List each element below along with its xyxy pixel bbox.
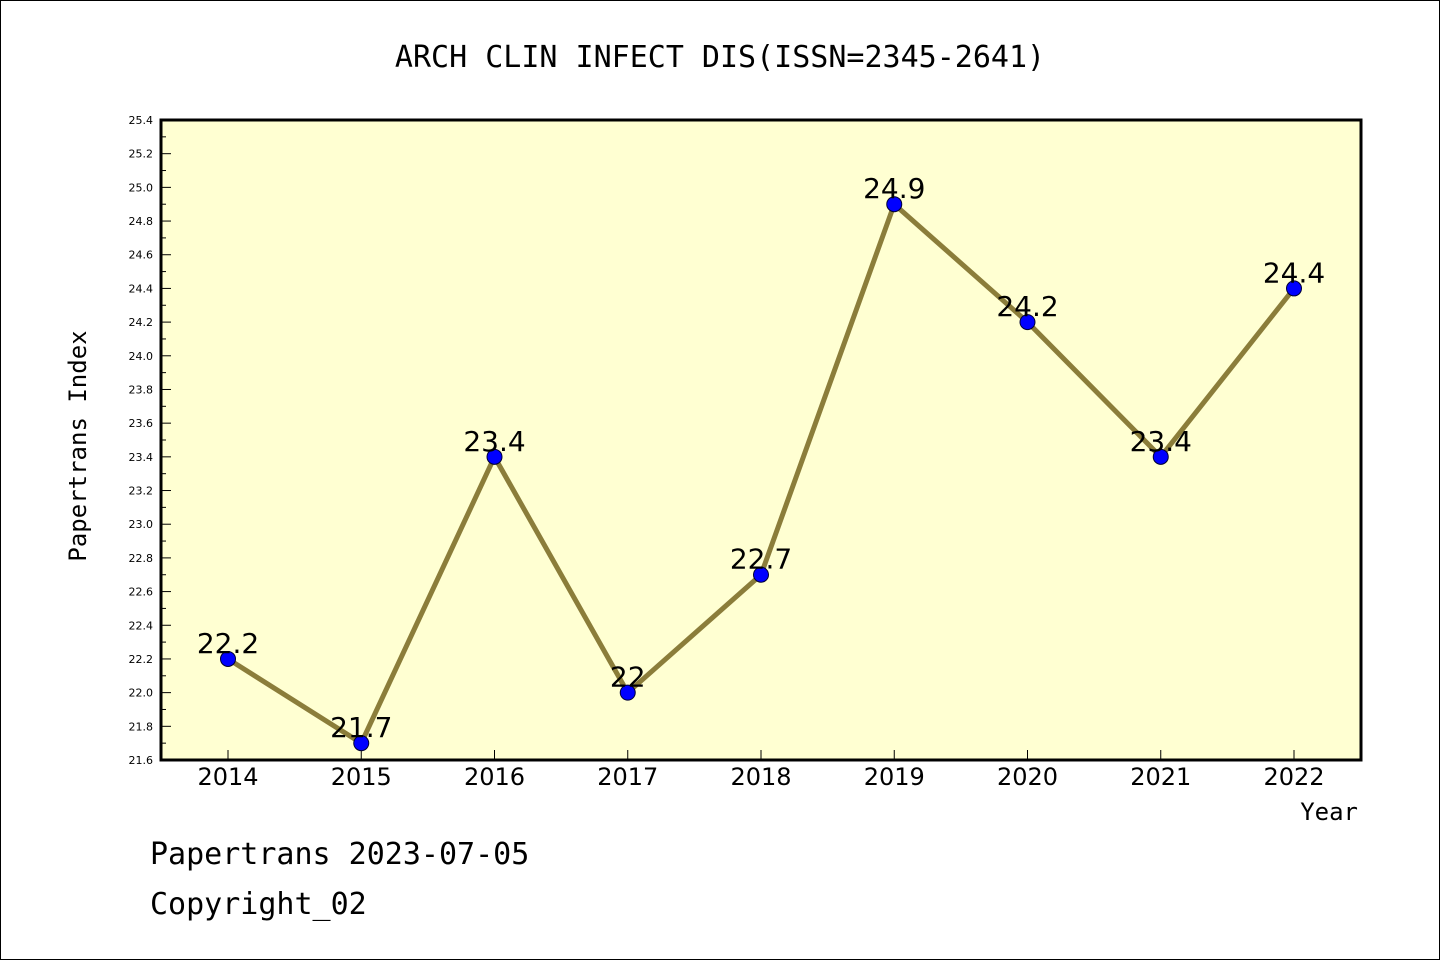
data-label: 21.7 <box>330 711 392 744</box>
data-point <box>1152 448 1169 465</box>
data-label: 24.9 <box>863 172 925 205</box>
x-tick-label: 2021 <box>1130 763 1191 791</box>
x-tick-label: 2022 <box>1263 763 1324 791</box>
data-label: 23.4 <box>1130 425 1192 458</box>
y-tick-label: 23.4 <box>129 451 154 464</box>
x-tick-label: 2020 <box>997 763 1058 791</box>
x-tick-label: 2016 <box>464 763 525 791</box>
y-tick-label: 24.8 <box>129 215 154 228</box>
y-tick-label: 22.4 <box>129 619 154 632</box>
y-tick-label: 23.6 <box>129 417 154 430</box>
x-tick-label: 2017 <box>597 763 658 791</box>
data-label: 23.4 <box>463 425 525 458</box>
y-tick-label: 23.2 <box>129 485 154 498</box>
data-point <box>353 735 370 752</box>
y-tick-label: 25.2 <box>129 148 154 161</box>
y-tick-label: 24.0 <box>129 350 154 363</box>
y-tick-label: 24.6 <box>129 249 154 262</box>
y-tick-label: 22.6 <box>129 586 154 599</box>
data-label: 22 <box>610 661 646 694</box>
data-point <box>886 196 903 213</box>
y-tick-label: 21.6 <box>129 754 154 767</box>
data-label: 24.4 <box>1263 256 1325 289</box>
plot-frame <box>159 118 1363 762</box>
x-tick-label: 2014 <box>197 763 258 791</box>
footer-date: Papertrans 2023-07-05 <box>150 837 529 872</box>
y-tick-label: 22.2 <box>129 653 154 666</box>
chart-title: ARCH CLIN INFECT DIS(ISSN=2345-2641) <box>395 40 1045 75</box>
x-tick-label: 2018 <box>730 763 791 791</box>
y-tick-label: 24.4 <box>129 282 154 295</box>
data-label: 22.2 <box>197 627 259 660</box>
y-axis: 21.6 21.8 22.0 22.2 22.4 22.6 22.8 23.0 23.2 23.4… <box>129 114 171 767</box>
y-tick-label: 25.4 <box>129 114 154 127</box>
data-point <box>220 650 236 667</box>
y-tick-label: 23.0 <box>129 518 154 531</box>
data-point <box>619 684 636 701</box>
y-tick-label: 22.0 <box>129 687 154 700</box>
x-tick-label: 2019 <box>864 763 925 791</box>
x-axis: 2014 2015 2016 2017 2018 2019 2020 2021 2022 <box>197 750 1325 791</box>
y-tick-label: 25.0 <box>129 181 154 194</box>
y-tick-label: 24.2 <box>129 316 154 329</box>
data-point <box>1019 314 1036 331</box>
series-papertrans-index <box>220 196 1302 752</box>
y-axis-label: Papertrans Index <box>64 330 92 561</box>
y-tick-label: 22.8 <box>129 552 154 565</box>
data-point <box>753 566 769 583</box>
data-point <box>486 448 503 465</box>
y-tick-label: 23.8 <box>129 383 154 396</box>
plot-area <box>161 120 1361 760</box>
footer-copyright: Copyright_02 <box>150 887 367 922</box>
x-tick-label: 2015 <box>331 763 392 791</box>
data-point <box>1286 280 1302 297</box>
data-labels: 22.2 21.7 23.4 22 22.7 24.9 24.2 23.4 24.4 <box>197 172 1325 744</box>
x-axis-label: Year <box>1300 798 1358 826</box>
data-label: 22.7 <box>730 543 792 576</box>
data-label: 24.2 <box>996 290 1058 323</box>
y-tick-label: 21.8 <box>129 720 154 733</box>
